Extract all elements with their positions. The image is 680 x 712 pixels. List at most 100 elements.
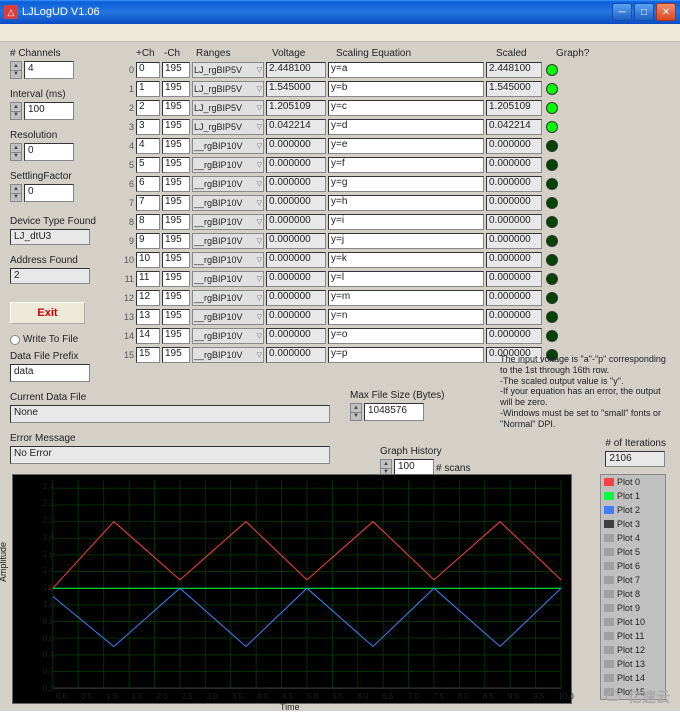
- scaling-input[interactable]: y=b: [328, 81, 484, 97]
- scaling-input[interactable]: y=n: [328, 309, 484, 325]
- graph-led[interactable]: [546, 216, 558, 228]
- channels-input[interactable]: 4: [24, 61, 74, 79]
- nch-input[interactable]: 195: [162, 233, 190, 249]
- pch-input[interactable]: 11: [136, 271, 160, 287]
- channels-spinner[interactable]: ▲▼: [10, 61, 22, 79]
- nch-input[interactable]: 195: [162, 62, 190, 78]
- graph-led[interactable]: [546, 254, 558, 266]
- pch-input[interactable]: 8: [136, 214, 160, 230]
- range-dropdown[interactable]: LJ_rgBIP5V▽: [192, 81, 264, 97]
- scaling-input[interactable]: y=a: [328, 62, 484, 78]
- nch-input[interactable]: 195: [162, 195, 190, 211]
- nch-input[interactable]: 195: [162, 138, 190, 154]
- nch-input[interactable]: 195: [162, 119, 190, 135]
- scaling-input[interactable]: y=f: [328, 157, 484, 173]
- scaling-input[interactable]: y=h: [328, 195, 484, 211]
- graph-led[interactable]: [546, 83, 558, 95]
- range-dropdown[interactable]: __rgBIP10V▽: [192, 157, 264, 173]
- nch-input[interactable]: 195: [162, 347, 190, 363]
- range-dropdown[interactable]: LJ_rgBIP5V▽: [192, 100, 264, 116]
- range-dropdown[interactable]: __rgBIP10V▽: [192, 252, 264, 268]
- graph-led[interactable]: [546, 178, 558, 190]
- range-dropdown[interactable]: __rgBIP10V▽: [192, 138, 264, 154]
- range-dropdown[interactable]: LJ_rgBIP5V▽: [192, 62, 264, 78]
- scaling-input[interactable]: y=i: [328, 214, 484, 230]
- range-dropdown[interactable]: __rgBIP10V▽: [192, 271, 264, 287]
- resolution-spinner[interactable]: ▲▼: [10, 143, 22, 161]
- range-dropdown[interactable]: __rgBIP10V▽: [192, 328, 264, 344]
- pch-input[interactable]: 6: [136, 176, 160, 192]
- range-dropdown[interactable]: __rgBIP10V▽: [192, 233, 264, 249]
- nch-input[interactable]: 195: [162, 271, 190, 287]
- scaling-input[interactable]: y=e: [328, 138, 484, 154]
- graph-led[interactable]: [546, 197, 558, 209]
- interval-spinner[interactable]: ▲▼: [10, 102, 22, 120]
- pch-input[interactable]: 0: [136, 62, 160, 78]
- settling-input[interactable]: 0: [24, 184, 74, 202]
- legend-item[interactable]: Plot 3: [601, 517, 665, 531]
- settling-spinner[interactable]: ▲▼: [10, 184, 22, 202]
- range-dropdown[interactable]: __rgBIP10V▽: [192, 309, 264, 325]
- minimize-button[interactable]: ─: [612, 3, 632, 21]
- nch-input[interactable]: 195: [162, 309, 190, 325]
- pch-input[interactable]: 1: [136, 81, 160, 97]
- range-dropdown[interactable]: __rgBIP10V▽: [192, 214, 264, 230]
- scaling-input[interactable]: y=c: [328, 100, 484, 116]
- nch-input[interactable]: 195: [162, 328, 190, 344]
- close-button[interactable]: ✕: [656, 3, 676, 21]
- range-dropdown[interactable]: __rgBIP10V▽: [192, 195, 264, 211]
- legend-item[interactable]: Plot 0: [601, 475, 665, 489]
- scaling-input[interactable]: y=l: [328, 271, 484, 287]
- legend-item[interactable]: Plot 6: [601, 559, 665, 573]
- resolution-input[interactable]: 0: [24, 143, 74, 161]
- scaling-input[interactable]: y=m: [328, 290, 484, 306]
- nch-input[interactable]: 195: [162, 176, 190, 192]
- max-file-input[interactable]: 1048576: [364, 403, 424, 421]
- pch-input[interactable]: 4: [136, 138, 160, 154]
- graph-led[interactable]: [546, 159, 558, 171]
- legend-item[interactable]: Plot 2: [601, 503, 665, 517]
- scaling-input[interactable]: y=k: [328, 252, 484, 268]
- scaling-input[interactable]: y=o: [328, 328, 484, 344]
- legend-item[interactable]: Plot 1: [601, 489, 665, 503]
- legend-item[interactable]: Plot 13: [601, 657, 665, 671]
- range-dropdown[interactable]: __rgBIP10V▽: [192, 347, 264, 363]
- interval-input[interactable]: 100: [24, 102, 74, 120]
- pch-input[interactable]: 2: [136, 100, 160, 116]
- max-file-spinner[interactable]: ▲▼: [350, 403, 362, 421]
- range-dropdown[interactable]: LJ_rgBIP5V▽: [192, 119, 264, 135]
- graph-led[interactable]: [546, 121, 558, 133]
- nch-input[interactable]: 195: [162, 157, 190, 173]
- pch-input[interactable]: 15: [136, 347, 160, 363]
- graph-led[interactable]: [546, 235, 558, 247]
- write-to-file-toggle[interactable]: Write To File: [10, 334, 110, 345]
- nch-input[interactable]: 195: [162, 214, 190, 230]
- pch-input[interactable]: 9: [136, 233, 160, 249]
- scaling-input[interactable]: y=j: [328, 233, 484, 249]
- pch-input[interactable]: 14: [136, 328, 160, 344]
- legend-item[interactable]: Plot 14: [601, 671, 665, 685]
- legend-item[interactable]: Plot 10: [601, 615, 665, 629]
- pch-input[interactable]: 10: [136, 252, 160, 268]
- graph-led[interactable]: [546, 292, 558, 304]
- legend-item[interactable]: Plot 8: [601, 587, 665, 601]
- graph-led[interactable]: [546, 64, 558, 76]
- scaling-input[interactable]: y=d: [328, 119, 484, 135]
- legend-item[interactable]: Plot 9: [601, 601, 665, 615]
- nch-input[interactable]: 195: [162, 100, 190, 116]
- pch-input[interactable]: 13: [136, 309, 160, 325]
- pch-input[interactable]: 5: [136, 157, 160, 173]
- legend-item[interactable]: Plot 5: [601, 545, 665, 559]
- legend-item[interactable]: Plot 11: [601, 629, 665, 643]
- range-dropdown[interactable]: __rgBIP10V▽: [192, 176, 264, 192]
- legend-item[interactable]: Plot 7: [601, 573, 665, 587]
- graph-led[interactable]: [546, 311, 558, 323]
- pch-input[interactable]: 7: [136, 195, 160, 211]
- maximize-button[interactable]: □: [634, 3, 654, 21]
- exit-button[interactable]: Exit: [10, 302, 85, 324]
- nch-input[interactable]: 195: [162, 81, 190, 97]
- graph-led[interactable]: [546, 273, 558, 285]
- graph-led[interactable]: [546, 102, 558, 114]
- scaling-input[interactable]: y=p: [328, 347, 484, 363]
- range-dropdown[interactable]: __rgBIP10V▽: [192, 290, 264, 306]
